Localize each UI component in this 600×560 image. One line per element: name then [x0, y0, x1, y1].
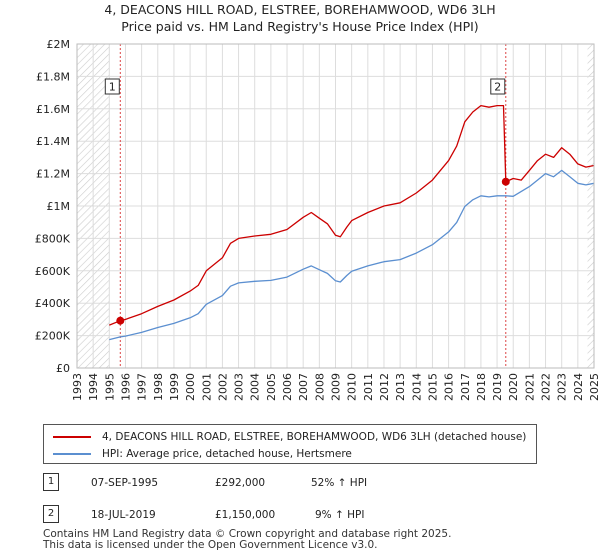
- x-tick-label: 2011: [362, 373, 375, 401]
- x-tick-label: 2006: [281, 373, 294, 401]
- chart-subtitle: Price paid vs. HM Land Registry's House …: [121, 19, 479, 34]
- sale-point: [501, 177, 510, 186]
- x-tick-label: 2002: [216, 373, 229, 401]
- legend-label-property: 4, DEACONS HILL ROAD, ELSTREE, BOREHAMWO…: [102, 431, 527, 443]
- x-tick-label: 2005: [265, 373, 278, 401]
- sale-label-box: [490, 78, 506, 95]
- y-tick-label: £800K: [35, 232, 71, 245]
- x-tick-label: 2014: [410, 373, 423, 401]
- x-tick-label: 2001: [200, 373, 213, 401]
- x-tick-label: 2010: [346, 373, 359, 401]
- y-tick-label: £1.8M: [36, 70, 70, 83]
- x-tick-label: 2025: [588, 373, 600, 401]
- y-tick-label: £2M: [47, 38, 71, 51]
- legend-swatch-property: [53, 436, 91, 438]
- price-chart: 1 2 £0 £200K £400K £600K £800K £1M £1.2M £1.4M £1…: [35, 38, 600, 401]
- footer-licence: This data is licensed under the Open Gov…: [43, 539, 378, 551]
- x-tick-label: 2009: [330, 373, 343, 401]
- x-tick-label: 2013: [394, 373, 407, 401]
- y-tick-label: £200K: [35, 330, 71, 343]
- series-line-hpi: [109, 169, 595, 341]
- sale-label-number: 2: [494, 81, 501, 94]
- x-tick-label: 2007: [297, 373, 310, 401]
- x-tick-label: 1995: [103, 373, 116, 401]
- x-tick-label: 2023: [556, 373, 569, 401]
- x-tick-label: 1999: [168, 373, 181, 401]
- chart-title: 4, DEACONS HILL ROAD, ELSTREE, BOREHAMWO…: [104, 2, 496, 17]
- x-tick-label: 1996: [119, 373, 132, 401]
- x-tick-label: 1994: [87, 373, 100, 401]
- y-tick-label: £0: [56, 362, 70, 375]
- x-tick-label: 2019: [491, 373, 504, 401]
- x-tick-label: 2000: [184, 373, 197, 401]
- x-tick-label: 2004: [249, 373, 262, 401]
- x-tick-label: 2022: [540, 373, 553, 401]
- sale-label-box: [104, 78, 120, 95]
- x-tick-label: 2016: [443, 373, 456, 401]
- x-tick-label: 2015: [426, 373, 439, 401]
- x-tick-label: 1997: [136, 373, 149, 401]
- sale-date: 18-JUL-2019: [91, 509, 156, 521]
- legend: 4, DEACONS HILL ROAD, ELSTREE, BOREHAMWO…: [43, 424, 537, 464]
- series-line-property: [109, 104, 595, 326]
- y-tick-label: £400K: [35, 297, 71, 310]
- legend-swatch-hpi: [53, 453, 91, 455]
- y-tick-label: £1.4M: [36, 135, 70, 148]
- x-tick-label: 1998: [152, 373, 165, 401]
- sale-label-number: 1: [109, 81, 116, 94]
- footer-copyright: Contains HM Land Registry data © Crown c…: [43, 528, 452, 540]
- y-tick-label: £1.2M: [36, 168, 70, 181]
- x-tick-label: 2003: [233, 373, 246, 401]
- sale-point: [116, 316, 125, 325]
- x-tick-label: 2012: [378, 373, 391, 401]
- sale-hpi-change: 9% ↑ HPI: [315, 509, 365, 521]
- sale-date: 07-SEP-1995: [91, 477, 159, 489]
- x-tick-label: 2020: [507, 373, 520, 401]
- sale-number-badge: 2: [43, 505, 59, 523]
- y-tick-label: £1M: [47, 200, 71, 213]
- y-tick-label: £600K: [35, 265, 71, 278]
- legend-label-hpi: HPI: Average price, detached house, Hert…: [102, 448, 352, 460]
- sale-hpi-change: 52% ↑ HPI: [311, 477, 368, 489]
- sale-number-badge: 1: [43, 473, 59, 491]
- sale-price: £1,150,000: [215, 509, 276, 521]
- y-tick-label: £1.6M: [36, 103, 70, 116]
- x-tick-label: 2008: [313, 373, 326, 401]
- x-tick-label: 2018: [475, 373, 488, 401]
- x-tick-label: 2021: [523, 373, 536, 401]
- x-tick-label: 2017: [459, 373, 472, 401]
- x-tick-label: 1993: [71, 373, 84, 401]
- footer: Contains HM Land Registry data © Crown c…: [43, 529, 451, 551]
- sale-price: £292,000: [215, 477, 266, 489]
- x-tick-label: 2024: [572, 373, 585, 401]
